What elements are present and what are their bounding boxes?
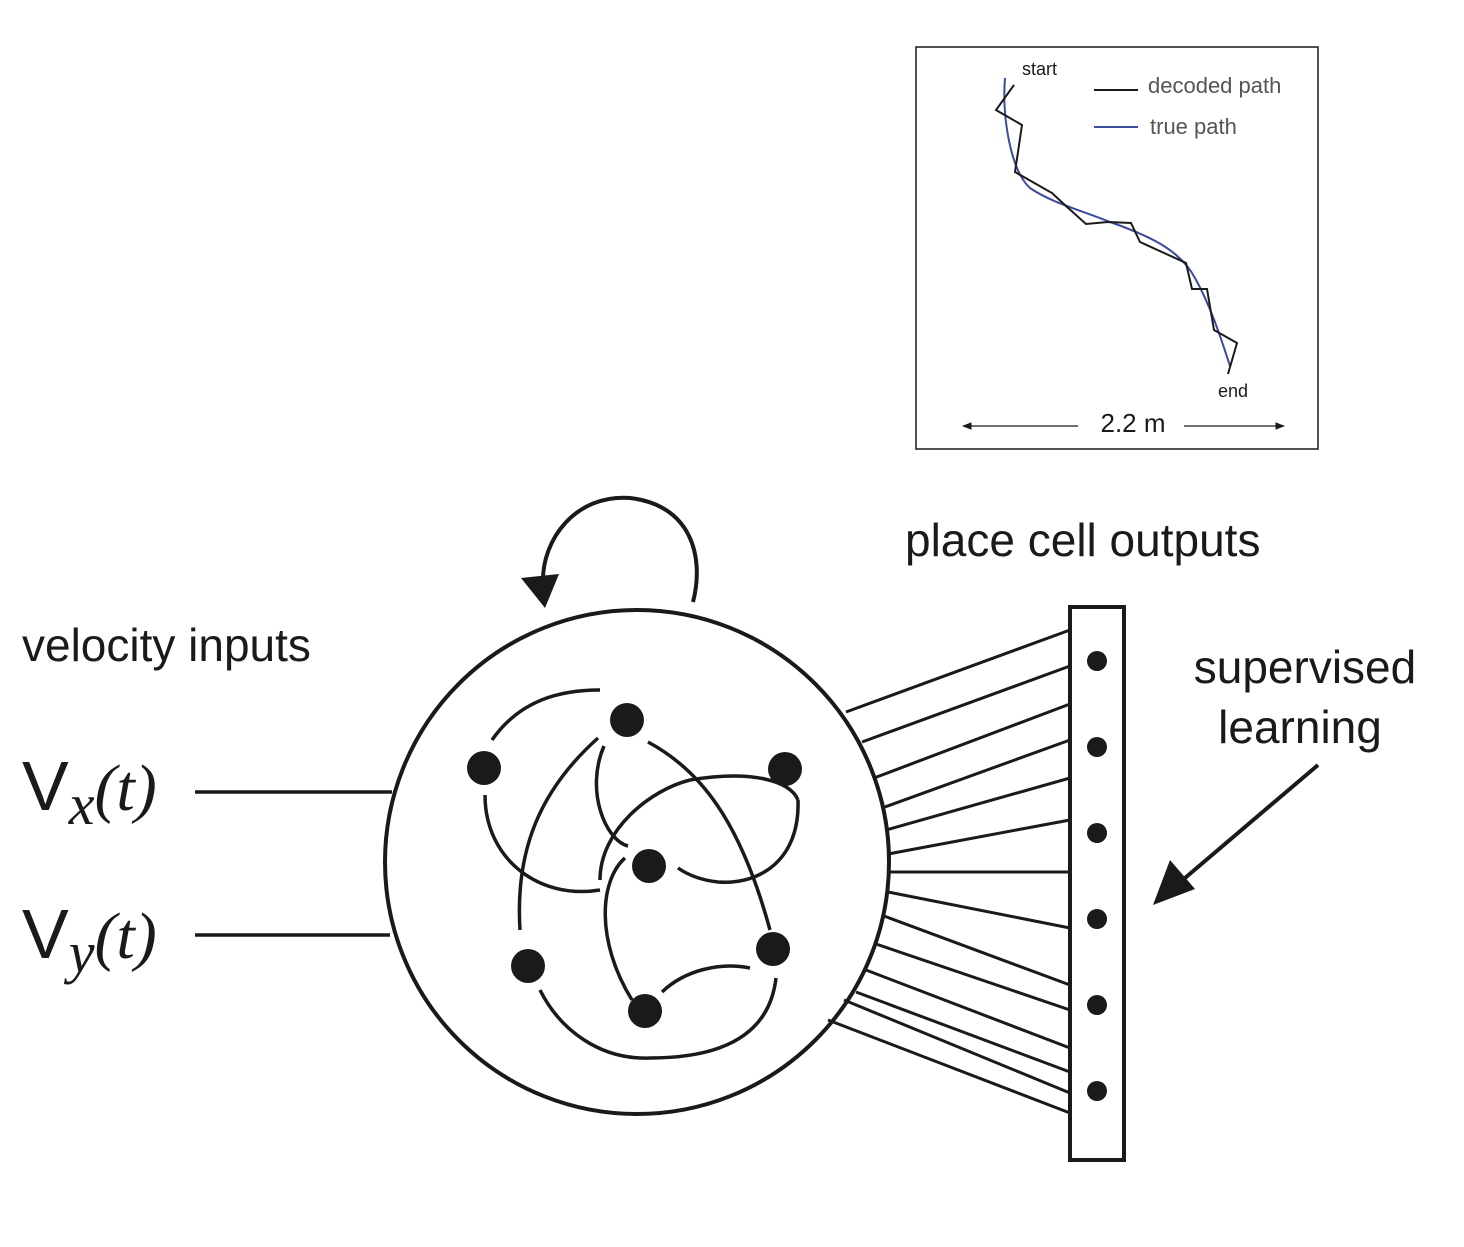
neuron [768, 752, 802, 786]
vx-label: Vx(t) [22, 747, 157, 837]
neuron [610, 703, 644, 737]
output-unit [1087, 995, 1107, 1015]
readout-connections [827, 628, 1071, 1115]
vx-letter: V [22, 747, 69, 825]
scale-label: 2.2 m [1100, 408, 1165, 438]
recurrent-neurons [467, 703, 802, 1028]
end-label: end [1218, 381, 1248, 401]
legend-label-decoded: decoded path [1148, 73, 1281, 98]
recurrence-loop-arrow [540, 495, 699, 603]
inset-frame [915, 46, 1319, 450]
output-unit [1087, 909, 1107, 929]
place-cell-output-layer [1068, 605, 1126, 1162]
output-unit [1087, 737, 1107, 757]
vy-subscript: y [64, 920, 95, 985]
legend-label-true: true path [1150, 114, 1237, 139]
vy-label: Vy(t) [22, 895, 157, 985]
neuron [628, 994, 662, 1028]
place-cell-units [1087, 651, 1107, 1101]
velocity-inputs-label: velocity inputs [22, 619, 311, 671]
output-unit [1087, 823, 1107, 843]
vy-argument: (t) [94, 900, 156, 973]
learning-label: learning [1218, 701, 1382, 753]
output-unit [1087, 1081, 1107, 1101]
neuron [511, 949, 545, 983]
decoded-path-line [994, 84, 1239, 375]
output-unit [1087, 651, 1107, 671]
recurrent-network-circle [383, 608, 891, 1116]
neuron [756, 932, 790, 966]
place-cell-outputs-label: place cell outputs [905, 514, 1260, 566]
path-inset: start end decoded path true path 2.2 m [915, 46, 1319, 450]
vx-subscript: x [68, 772, 95, 837]
vx-argument: (t) [94, 752, 156, 825]
recurrence-arrowhead [521, 574, 559, 608]
supervision-arrow-shaft [1183, 763, 1320, 880]
vy-letter: V [22, 895, 69, 973]
supervision-arrowhead [1153, 860, 1195, 905]
neuron [632, 849, 666, 883]
start-label: start [1022, 59, 1057, 79]
neuron [467, 751, 501, 785]
recurrent-connections [483, 688, 800, 1060]
supervised-label: supervised [1194, 641, 1416, 693]
